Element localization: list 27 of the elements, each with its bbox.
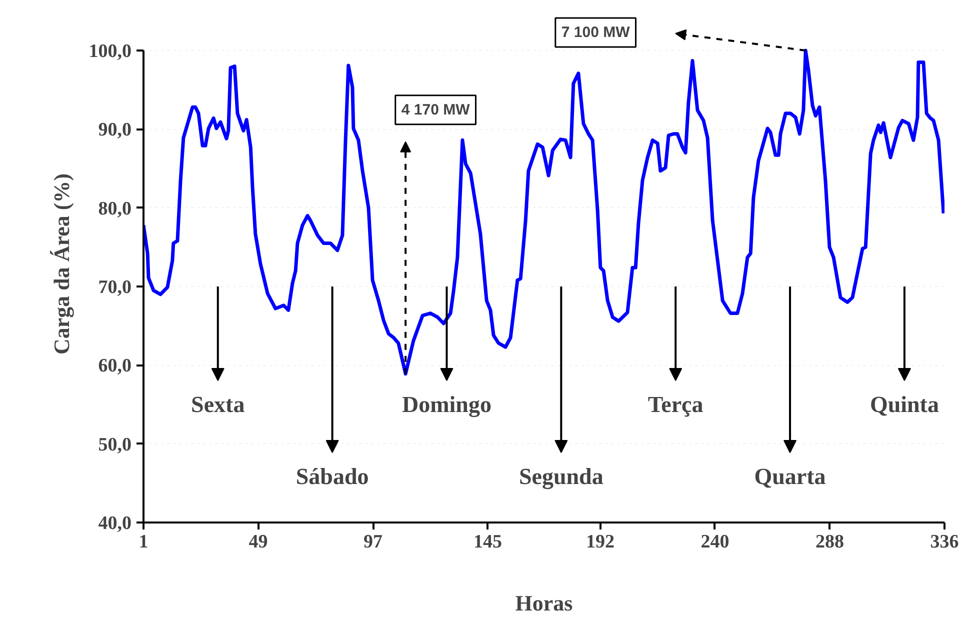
- annotation: 4 170 MW: [401, 101, 471, 118]
- annotation: Terça: [648, 392, 704, 417]
- y-tick-label: 60,0: [98, 356, 132, 377]
- annotation: Domingo: [402, 392, 492, 418]
- x-tick-label: 49: [248, 532, 268, 552]
- annotation: Sexta: [191, 392, 246, 417]
- y-tick-label: 100,0: [88, 41, 132, 62]
- y-tick-label: 80,0: [98, 198, 132, 220]
- x-axis-title: Horas: [515, 590, 574, 616]
- x-tick-label: 145: [474, 532, 502, 552]
- line-series: [144, 48, 944, 376]
- y-tick-label: 90,0: [98, 120, 132, 141]
- y-axis-title: Carga da Área (%): [48, 173, 74, 355]
- x-tick-label: 192: [586, 532, 614, 552]
- x-tick-label: 240: [700, 532, 730, 552]
- x-tick-label: 97: [364, 532, 384, 552]
- y-tick-label: 50,0: [98, 434, 132, 456]
- y-tick-label: 40,0: [98, 513, 132, 534]
- annotation: Quinta: [870, 392, 940, 417]
- text: 7 100 MW: [561, 24, 631, 41]
- y-tick-label: 70,0: [98, 277, 132, 298]
- annotation: Sábado: [296, 464, 369, 489]
- x-tick-label: 1: [138, 532, 148, 552]
- x-tick-label: 288: [815, 532, 844, 552]
- x-tick-label: 336: [930, 532, 959, 552]
- annotation: Segunda: [518, 464, 604, 490]
- annotation: Quarta: [754, 464, 826, 489]
